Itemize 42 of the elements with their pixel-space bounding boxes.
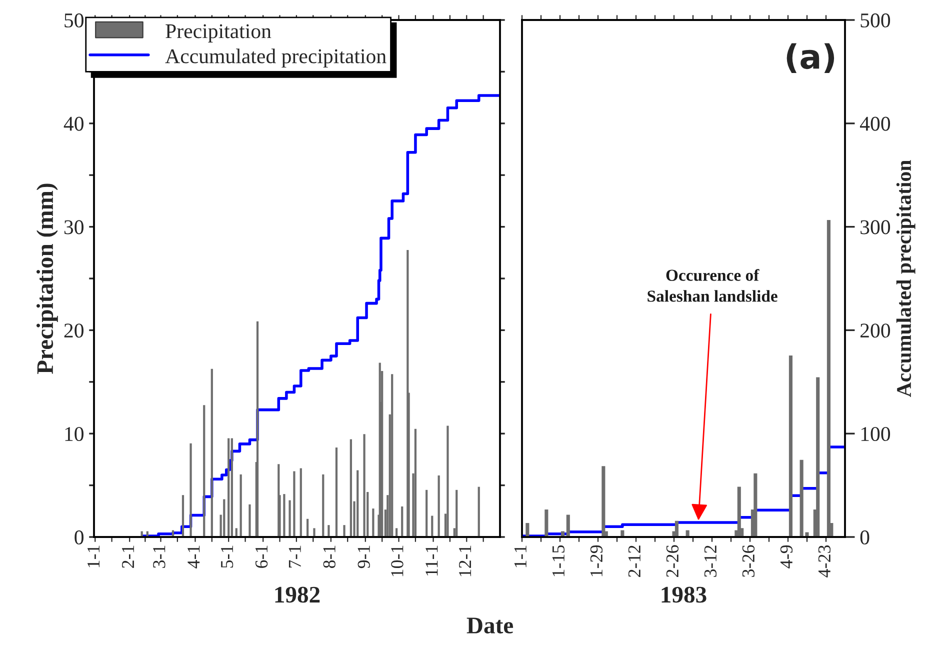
x-tick-label: 2-26 [666,545,679,577]
y2-tick-label: 500 [860,13,890,28]
x-tick-label: 8-1 [323,546,336,568]
y-axis-title: Precipitation (mm) [36,184,58,374]
y2-tick-label: 0 [860,530,870,544]
x-tick-label: 1-1 [514,546,526,568]
x-tick-label: 1-15 [552,545,565,576]
legend-label: Precipitation [166,24,272,42]
x-tick-label: 9-1 [358,546,370,568]
x-tick-label: 1-1 [88,546,100,568]
y2-tick-label: 300 [860,220,890,234]
annotation: (a) [786,43,834,73]
y2-tick-label: 200 [860,324,890,338]
x-tick-label: 10-1 [391,546,404,576]
y-tick-label: 30 [64,220,84,234]
legend-label: Accumulated precipitation [165,48,386,68]
x-axis-title: 1983 [662,586,706,603]
x-tick-label: 11-1 [426,546,438,576]
annotation: Occurence of Saleshan landslide [648,268,778,302]
x-tick-label: 3-1 [153,546,166,568]
x-axis-title: 1982 [275,586,320,603]
x-tick-label: 6-1 [255,546,268,568]
x-tick-label: 5-1 [221,546,234,568]
x-tick-label: 3-12 [704,546,717,577]
y-tick-label: 40 [64,116,84,131]
y2-axis-title: Accumulated precipitation [896,160,916,398]
y2-tick-label: 400 [860,116,890,131]
y-tick-label: 50 [64,13,84,28]
x-tick-label: 7-1 [288,546,301,568]
x-tick-label: 4-23 [818,545,831,578]
x-tick-label: 4-9 [780,545,793,568]
y-tick-label: 0 [74,530,84,544]
y-tick-label: 10 [65,426,84,442]
x-tick-label: 4-1 [188,546,200,568]
text: Date [466,618,514,634]
x-tick-label: 2-1 [122,546,134,568]
x-tick-label: 2-12 [628,546,640,577]
y2-tick-label: 100 [861,426,890,442]
x-tick-label: 3-26 [742,545,755,577]
x-tick-label: 12-1 [459,546,471,576]
y-tick-label: 20 [64,324,84,338]
x-tick-label: 1-29 [590,545,603,576]
